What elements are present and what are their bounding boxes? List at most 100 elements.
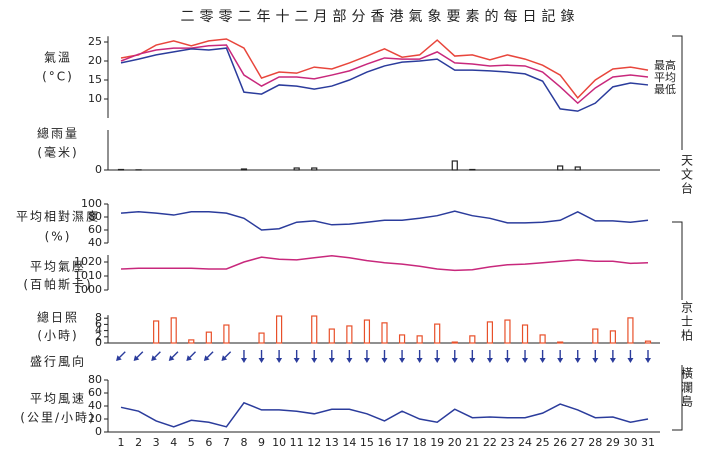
- panel-label: (°C): [42, 70, 74, 84]
- x-tick-label: 31: [641, 436, 655, 449]
- y-tick-label: 4: [95, 324, 102, 337]
- arrow-head: [522, 358, 529, 363]
- bar: [205, 331, 212, 344]
- panel-label: 平均相對濕度: [16, 209, 100, 224]
- x-tick-label: 28: [588, 436, 602, 449]
- x-tick-label: 8: [240, 436, 247, 449]
- bar: [557, 341, 564, 344]
- wind-arrow: [574, 350, 581, 363]
- data-line: [120, 38, 649, 99]
- y-tick-label: 60: [88, 386, 102, 399]
- arrow-head: [469, 358, 476, 363]
- station-label: 橫瀾島: [680, 367, 694, 409]
- wind-arrow: [151, 351, 161, 361]
- x-tick-label: 11: [290, 436, 304, 449]
- panel-label: 平均氣壓: [30, 260, 86, 274]
- bar: [153, 320, 160, 344]
- arrow-head: [203, 355, 210, 361]
- arrow-head: [276, 358, 283, 363]
- bar: [592, 328, 599, 344]
- wind-arrow: [168, 351, 179, 361]
- bar: [574, 166, 581, 171]
- arrow-head: [574, 358, 581, 363]
- x-tick-label: 7: [223, 436, 230, 449]
- panel-label: (毫米): [37, 145, 78, 160]
- bar: [117, 168, 125, 171]
- bar: [416, 335, 423, 344]
- arrow-head: [627, 358, 634, 363]
- y-tick-label: 40: [88, 399, 102, 412]
- bar: [486, 321, 493, 344]
- panel-label: 氣溫: [44, 51, 72, 65]
- wind-arrow: [592, 350, 599, 363]
- chart-title: 二零零二年十二月部分香港氣象要素的每日記錄: [181, 8, 580, 25]
- wind-arrow: [522, 350, 529, 363]
- arrow-head: [451, 358, 458, 363]
- wind-arrow: [240, 350, 247, 363]
- y-tick-label: 15: [88, 73, 102, 86]
- bar: [504, 319, 511, 344]
- arrow-head: [363, 358, 370, 363]
- arrow-head: [381, 358, 388, 363]
- y-tick-label: 2: [95, 330, 102, 343]
- x-tick-label: 4: [170, 436, 177, 449]
- bar: [311, 315, 318, 344]
- wind-arrow: [609, 350, 616, 363]
- legend-label: 最高: [654, 58, 676, 72]
- bar: [328, 328, 335, 344]
- arrow-head: [504, 358, 511, 363]
- station-bracket: [672, 35, 683, 431]
- bar: [311, 167, 318, 171]
- data-line: [120, 47, 649, 112]
- bar: [398, 334, 406, 344]
- bar: [451, 341, 458, 344]
- panel-label: (百帕斯卡): [23, 277, 92, 292]
- wind-arrow: [434, 350, 441, 363]
- y-tick-label: 80: [88, 210, 102, 223]
- bar: [276, 315, 283, 344]
- wind-arrow: [627, 350, 634, 363]
- x-tick-label: 6: [205, 436, 212, 449]
- arrow-head: [399, 358, 406, 363]
- wind-arrow: [451, 350, 458, 363]
- x-tick-label: 22: [483, 436, 497, 449]
- bar: [557, 165, 564, 171]
- panel-label: 盛行風向: [30, 354, 86, 369]
- bar: [469, 168, 476, 171]
- y-tick-label: 1010: [74, 269, 102, 282]
- data-line: [120, 401, 649, 428]
- bar: [609, 330, 616, 344]
- panel-label: 平均風速: [30, 392, 86, 406]
- y-tick-label: 80: [88, 373, 102, 386]
- x-tick-label: 30: [623, 436, 637, 449]
- wind-arrow: [486, 350, 493, 363]
- wind-arrow: [539, 350, 546, 363]
- arrow-head: [645, 358, 651, 363]
- arrow-head: [346, 358, 353, 363]
- wind-arrow: [221, 351, 232, 361]
- y-tick-label: 40: [88, 236, 102, 249]
- y-tick-label: 20: [88, 412, 102, 425]
- wind-arrow: [203, 351, 214, 361]
- arrow-head: [258, 358, 265, 363]
- y-tick-label: 0: [95, 163, 102, 176]
- y-tick-label: 1000: [74, 283, 102, 296]
- x-tick-label: 13: [325, 436, 339, 449]
- data-line: [120, 44, 649, 105]
- station-label: 京士柏: [680, 301, 694, 343]
- arrow-head: [240, 358, 247, 363]
- bar: [469, 335, 476, 344]
- arrow-head: [539, 358, 546, 363]
- x-tick-label: 26: [553, 436, 567, 449]
- x-tick-label: 3: [153, 436, 160, 449]
- arrow-head: [186, 355, 192, 361]
- x-tick-label: 21: [465, 436, 479, 449]
- bar: [223, 324, 230, 344]
- wind-arrow: [363, 350, 370, 363]
- wind-arrow: [469, 350, 476, 363]
- y-tick-label: 8: [95, 311, 102, 324]
- arrow-head: [168, 355, 175, 361]
- wind-arrow: [133, 351, 144, 361]
